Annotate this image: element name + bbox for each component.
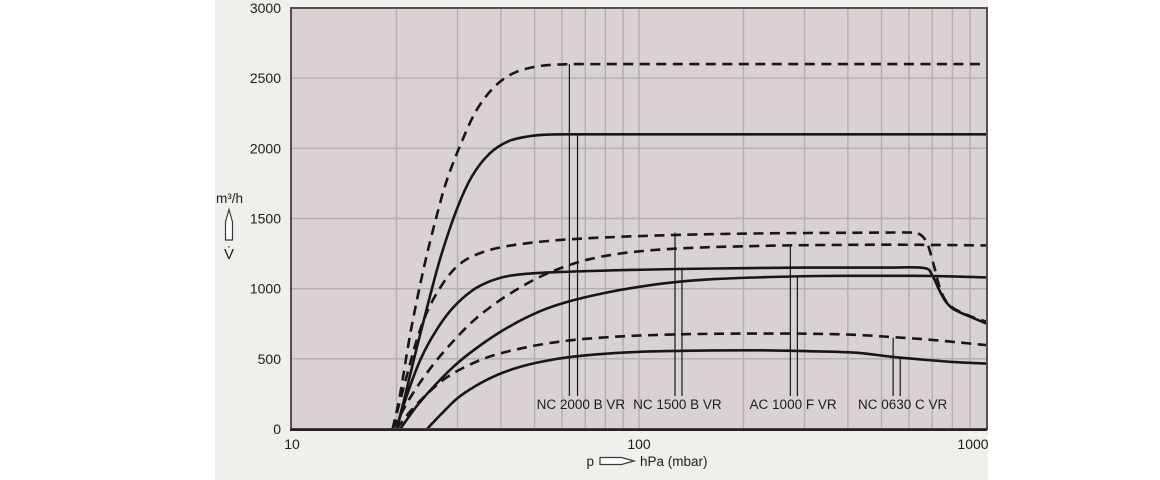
y-axis-symbol: V̇ [224, 246, 234, 263]
y-tick-label: 0 [273, 421, 281, 437]
curve-label: AC 1000 F VR [750, 397, 837, 412]
curve-nc-0630-c-vr-solid [426, 348, 987, 429]
curve-label: NC 1500 B VR [633, 397, 722, 412]
x-tick-label: 10 [284, 436, 300, 452]
y-tick-label: 2000 [250, 140, 281, 156]
y-tick-label: 1000 [250, 281, 281, 297]
curve-label: NC 0630 C VR [858, 397, 948, 412]
y-tick-label: 1500 [250, 211, 281, 227]
y-axis-up-arrow-icon [224, 207, 234, 241]
y-tick-label: 500 [258, 351, 282, 367]
x-tick-label: 1000 [957, 436, 988, 452]
curves-group [391, 62, 987, 429]
x-axis-prefix: p [586, 454, 594, 469]
x-axis-unit: hPa (mbar) [640, 454, 708, 469]
curve-nc-2000-b-vr-dashed [391, 62, 986, 429]
leader-lines-group [568, 64, 901, 396]
x-tick-label: 100 [627, 436, 651, 452]
x-axis-right-arrow-icon [599, 456, 637, 466]
curve-nc-1500-b-vr-solid [395, 265, 987, 429]
y-tick-label: 2500 [250, 70, 281, 86]
curve-nc-0630-c-vr-dashed [395, 332, 987, 429]
curve-ac-1000-f-vr-dashed [391, 243, 987, 429]
y-tick-label: 3000 [250, 0, 281, 16]
curve-label: NC 2000 B VR [537, 397, 626, 412]
grid-group [292, 8, 986, 429]
curve-ac-1000-f-vr-solid [399, 274, 987, 429]
y-axis-unit: m³/h [216, 191, 243, 206]
